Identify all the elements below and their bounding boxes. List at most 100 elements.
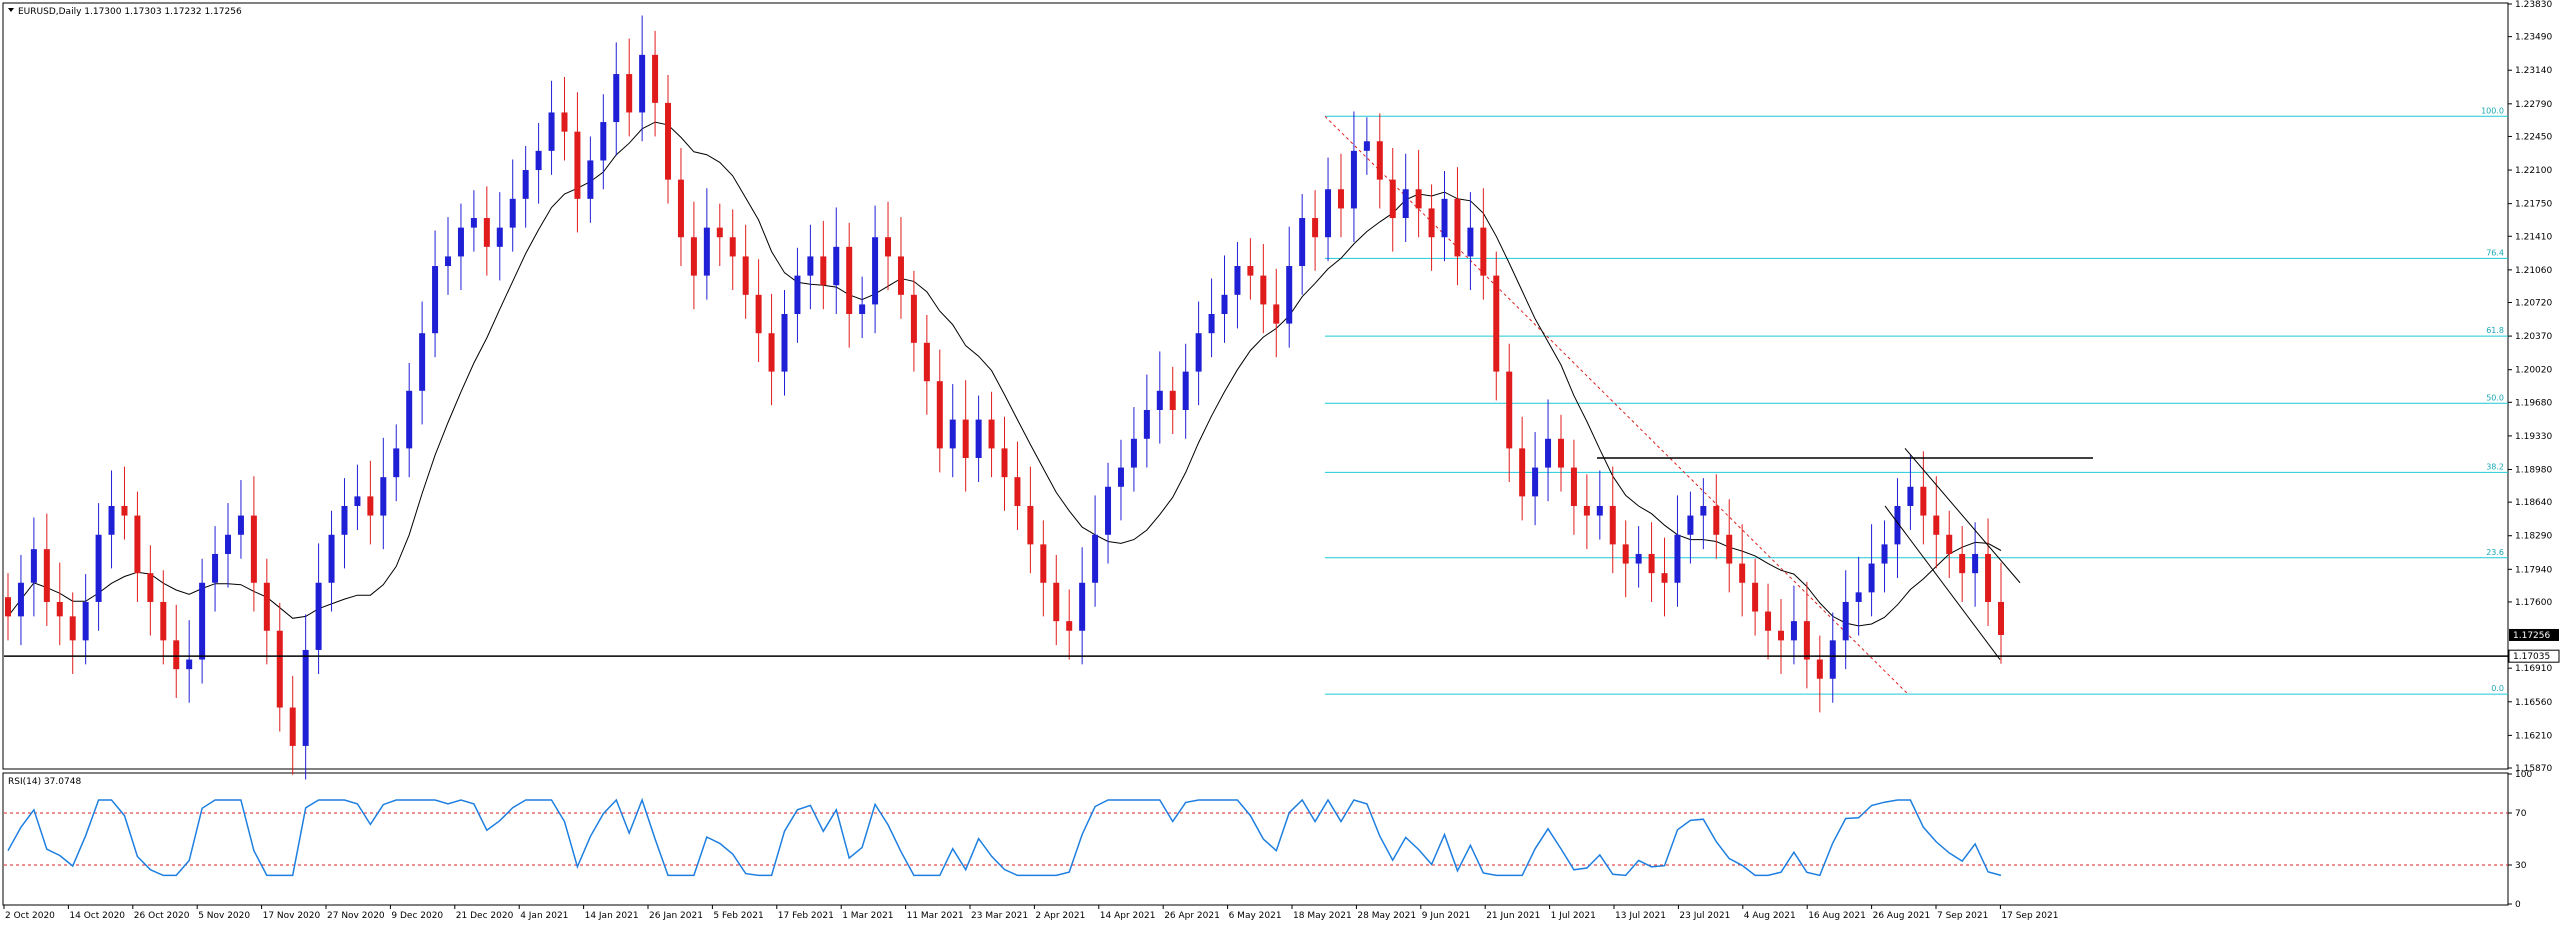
price-axis: 1.23830 1.23490 1.23140 1.22790 1.22450 1.221… — [2508, 0, 2552, 910]
candle-body — [1350, 150, 1357, 209]
price-tick-label: 1.20720 — [2515, 298, 2552, 308]
candle-body — [1156, 390, 1163, 410]
candle-body — [406, 390, 413, 449]
time-tick-label: 17 Sep 2021 — [2001, 911, 2058, 921]
fib-diagonal-line — [1324, 115, 1909, 695]
candle-body — [1415, 189, 1422, 209]
time-tick-label: 14 Apr 2021 — [1100, 911, 1156, 921]
time-tick-label: 26 Oct 2020 — [134, 911, 190, 921]
price-tick-label: 1.21060 — [2515, 266, 2552, 276]
moving-average-line — [7, 121, 2002, 627]
price-tick-label: 1.20020 — [2515, 366, 2552, 376]
candle-body — [1273, 304, 1280, 324]
price-tick-label: 1.17940 — [2515, 565, 2552, 575]
time-tick-label: 27 Nov 2020 — [327, 911, 385, 921]
candle-body — [237, 515, 244, 535]
candle-body — [1881, 544, 1888, 564]
candle-body — [1234, 266, 1241, 295]
candle-body — [1040, 544, 1047, 583]
candle-body — [173, 640, 180, 670]
candle-body — [1027, 505, 1034, 545]
fib-level-label: 76.4 — [2486, 248, 2504, 257]
candle-body — [1480, 227, 1487, 276]
candle-body — [470, 218, 477, 228]
candle-body — [17, 582, 24, 617]
candle-body — [600, 122, 607, 161]
time-tick-label: 11 Mar 2021 — [907, 911, 964, 921]
candle-body — [755, 294, 762, 334]
price-tick-label: 1.22790 — [2515, 100, 2552, 110]
candle-body — [1687, 515, 1694, 535]
candle-body — [69, 616, 76, 641]
fib-level-label: 0.0 — [2491, 684, 2504, 693]
fib-level-label: 23.6 — [2486, 548, 2504, 557]
candle-body — [820, 256, 827, 286]
candle-body — [1195, 333, 1202, 372]
candle-body — [962, 419, 969, 458]
candle-body — [1105, 486, 1112, 535]
candle-body — [1337, 189, 1344, 209]
candle-body — [1842, 601, 1849, 641]
candle-body — [1868, 563, 1875, 593]
candle-body — [574, 131, 581, 199]
rsi-tick-label: 100 — [2515, 770, 2532, 780]
candle-body — [1816, 659, 1823, 679]
candle-body — [846, 246, 853, 315]
candle-body — [1376, 141, 1383, 180]
candle-body — [1441, 198, 1448, 238]
current-price-label: 1.17256 — [2513, 631, 2550, 641]
triangle-down-icon[interactable] — [8, 8, 14, 12]
candle-body — [729, 237, 736, 257]
candle-body — [225, 534, 232, 554]
time-tick-label: 9 Jun 2021 — [1422, 911, 1470, 921]
support-price-label: 1.17035 — [2513, 652, 2550, 662]
candle-body — [108, 505, 115, 535]
moving-average-path — [7, 121, 2002, 627]
candle-body — [923, 342, 930, 382]
candle-body — [561, 112, 568, 132]
rsi-indicator — [4, 797, 2508, 877]
candle-body — [768, 333, 775, 372]
time-tick-label: 1 Mar 2021 — [842, 911, 893, 921]
candle-body — [522, 170, 529, 199]
candle-body — [613, 74, 620, 123]
candle-body — [639, 54, 646, 113]
candle-body — [186, 659, 193, 670]
candle-body — [1260, 275, 1267, 305]
price-tick-label: 1.19330 — [2515, 432, 2552, 442]
candle-body — [1648, 553, 1655, 574]
time-tick-label: 21 Dec 2020 — [456, 911, 514, 921]
candle-body — [43, 549, 50, 602]
candle-body — [419, 333, 426, 391]
time-tick-label: 17 Nov 2020 — [263, 911, 321, 921]
candle-body — [665, 102, 672, 180]
candle-body — [509, 198, 516, 228]
candle-body — [1609, 505, 1616, 545]
candle-body — [121, 505, 128, 516]
time-tick-label: 28 May 2021 — [1357, 911, 1416, 921]
trend-lines[interactable]: 1.17256 1.17035 — [4, 448, 2560, 663]
channel-upper-line — [1904, 448, 2021, 584]
candle-body — [1596, 505, 1603, 516]
candle-body — [393, 448, 400, 478]
candle-body — [1143, 409, 1150, 439]
time-tick-label: 7 Sep 2021 — [1937, 911, 1988, 921]
candle-body — [276, 630, 283, 708]
candle-body — [380, 477, 387, 516]
candle-body — [1661, 573, 1668, 583]
candle-body — [1570, 467, 1577, 506]
candle-body — [250, 515, 257, 583]
candle-body — [677, 179, 684, 238]
candle-body — [1169, 390, 1176, 410]
price-tick-label: 1.18980 — [2515, 466, 2552, 476]
rsi-tick-label: 70 — [2515, 809, 2527, 819]
time-tick-label: 16 Aug 2021 — [1808, 911, 1866, 921]
candle-body — [1777, 630, 1784, 641]
rsi-tick-label: 0 — [2515, 900, 2521, 910]
candle-body — [5, 597, 11, 617]
candle-body — [457, 227, 464, 257]
time-tick-label: 9 Dec 2020 — [391, 911, 443, 921]
price-tick-label: 1.20370 — [2515, 332, 2552, 342]
